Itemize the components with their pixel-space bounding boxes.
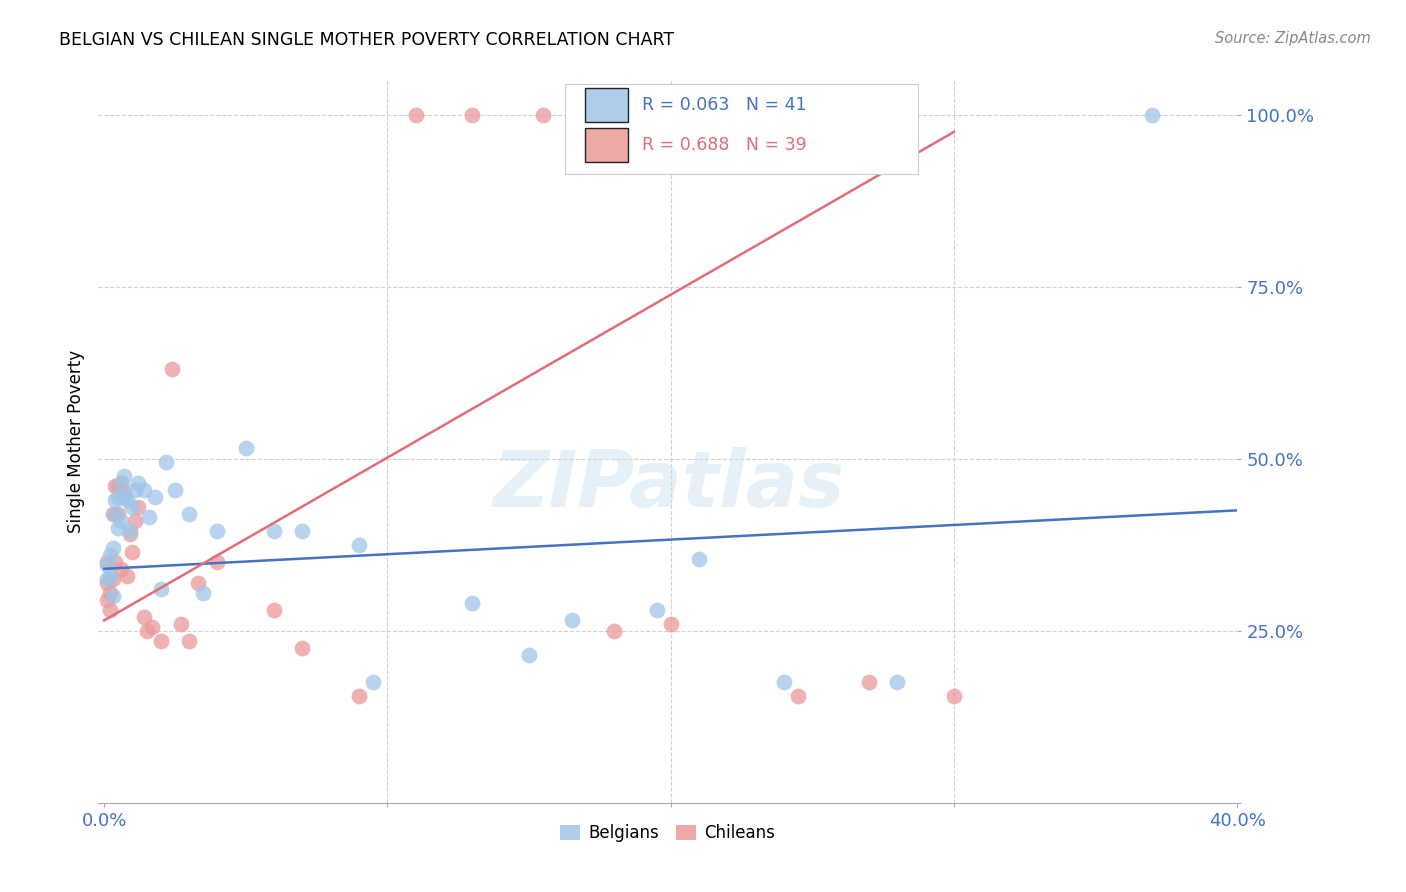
Point (110, 514, 132, 528)
Point (110, 475, 132, 490)
Point (98, 603, 121, 617)
FancyBboxPatch shape (585, 87, 628, 122)
FancyBboxPatch shape (565, 84, 918, 174)
Point (115, 568, 138, 582)
Point (98, 548, 121, 562)
Point (110, 475, 132, 490)
Point (291, 640, 314, 655)
Point (104, 493, 127, 508)
Point (193, 586, 215, 600)
Point (531, 108, 554, 122)
Point (169, 616, 191, 631)
Point (132, 610, 155, 624)
Point (96, 575, 118, 590)
Point (347, 689, 370, 703)
Point (112, 486, 135, 500)
Point (118, 524, 141, 538)
Point (160, 362, 183, 376)
Point (235, 442, 257, 456)
Text: BELGIAN VS CHILEAN SINGLE MOTHER POVERTY CORRELATION CHART: BELGIAN VS CHILEAN SINGLE MOTHER POVERTY… (59, 31, 675, 49)
Point (207, 555, 229, 569)
Point (101, 507, 124, 521)
Point (177, 507, 200, 521)
Point (560, 614, 582, 628)
Point (645, 603, 668, 617)
Point (177, 634, 200, 648)
Point (101, 590, 124, 604)
Point (96, 558, 118, 573)
Point (163, 483, 186, 497)
Text: ZIPatlas: ZIPatlas (492, 447, 844, 523)
Point (347, 538, 370, 552)
Point (127, 500, 149, 514)
Point (132, 483, 155, 497)
Point (115, 493, 138, 508)
Point (107, 507, 129, 521)
Point (787, 689, 810, 703)
Point (155, 455, 177, 469)
Point (127, 475, 149, 490)
Y-axis label: Single Mother Poverty: Single Mother Poverty (66, 350, 84, 533)
Text: R = 0.063   N = 41: R = 0.063 N = 41 (641, 96, 806, 114)
Point (659, 616, 682, 631)
Point (96, 555, 118, 569)
Point (107, 520, 129, 534)
Point (149, 634, 172, 648)
Point (138, 510, 160, 524)
Point (110, 562, 132, 576)
Legend: Belgians, Chileans: Belgians, Chileans (554, 817, 782, 848)
Point (112, 469, 135, 483)
Point (207, 524, 229, 538)
Point (361, 675, 384, 690)
Point (104, 479, 127, 493)
Point (603, 624, 626, 638)
Point (98, 568, 121, 582)
Point (112, 490, 135, 504)
Point (107, 490, 129, 504)
Point (517, 648, 540, 662)
Point (886, 675, 908, 690)
Point (141, 620, 163, 634)
Point (688, 551, 710, 566)
Point (461, 108, 484, 122)
Point (107, 479, 129, 493)
Point (1142, 108, 1164, 122)
Point (124, 514, 146, 528)
Point (96, 592, 118, 607)
Point (773, 675, 796, 690)
Point (291, 524, 314, 538)
Point (943, 689, 966, 703)
Point (187, 575, 209, 590)
Text: R = 0.688   N = 39: R = 0.688 N = 39 (641, 136, 807, 154)
Point (121, 544, 143, 558)
Point (143, 490, 166, 504)
Point (135, 624, 157, 638)
Point (98, 586, 121, 600)
Point (461, 596, 484, 610)
Point (96, 572, 118, 586)
Point (858, 675, 880, 690)
Point (263, 524, 285, 538)
Point (124, 483, 146, 497)
Point (263, 603, 285, 617)
FancyBboxPatch shape (585, 128, 628, 162)
Point (121, 500, 143, 514)
Point (101, 572, 124, 586)
Point (149, 582, 172, 597)
Point (405, 108, 427, 122)
Point (104, 555, 127, 569)
Text: Source: ZipAtlas.com: Source: ZipAtlas.com (1215, 31, 1371, 46)
Point (101, 541, 124, 556)
Point (118, 527, 141, 541)
Point (104, 507, 127, 521)
